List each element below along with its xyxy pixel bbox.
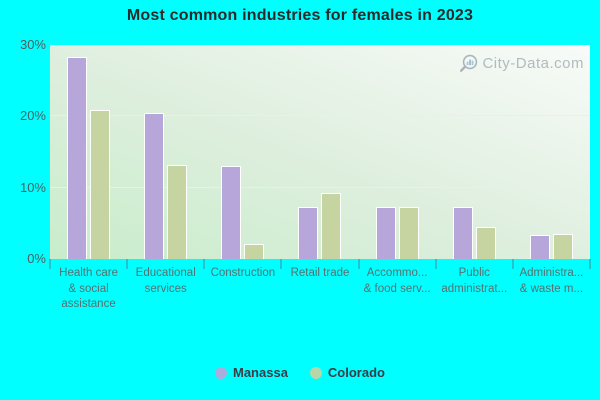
x-axis-label: Retail trade: [290, 267, 350, 279]
x-axis-label: Administra... & waste m...: [519, 267, 584, 295]
x-tick-mark: [589, 259, 591, 269]
bar-colorado: [90, 109, 111, 259]
x-axis-label: Accommo... & food serv...: [363, 267, 431, 295]
bar-manassa: [144, 112, 165, 259]
x-tick-mark: [280, 259, 283, 269]
y-tick-label: 20%: [19, 108, 46, 124]
bar-colorado: [321, 192, 342, 259]
legend-label: Manassa: [233, 365, 288, 380]
legend-swatch-icon: [215, 366, 227, 379]
x-axis-label: Public administrat...: [441, 267, 508, 295]
x-tick-mark: [49, 259, 51, 269]
bar-colorado: [244, 244, 265, 259]
bar-group: [513, 45, 590, 259]
bar-manassa: [375, 206, 396, 259]
x-axis-label: Educational services: [135, 267, 196, 295]
bar-group: [204, 45, 281, 259]
bar-manassa: [221, 166, 242, 259]
x-tick-mark: [203, 259, 206, 269]
x-axis-ticks: [49, 259, 591, 270]
plot-area: City-Data.com: [50, 45, 590, 259]
legend: Manassa Colorado: [0, 365, 600, 380]
chart-title: Most common industries for females in 20…: [126, 7, 474, 24]
bar-manassa: [298, 206, 319, 259]
bar-group: [281, 45, 358, 259]
gridline: [50, 115, 590, 117]
y-tick-label: 10%: [19, 179, 46, 195]
gridlines: [50, 45, 590, 259]
x-axis-labels: Health care & social assistance Educational…: [50, 266, 590, 313]
bar-group: [50, 45, 127, 259]
bar-group: [436, 45, 513, 259]
legend-item-manassa: Manassa: [215, 365, 288, 380]
x-axis-label: Health care & social assistance: [59, 267, 118, 310]
x-tick-mark: [126, 259, 129, 269]
bar-colorado: [552, 234, 573, 259]
bar-colorado: [398, 206, 419, 259]
y-tick-label: 0%: [27, 251, 46, 266]
gridline: [50, 186, 590, 188]
bar-colorado: [475, 226, 496, 259]
bar-manassa: [452, 206, 473, 259]
bar-colorado: [167, 164, 188, 259]
legend-item-colorado: Colorado: [309, 365, 385, 380]
bar-group: [127, 45, 204, 259]
y-tick-label: 30%: [19, 37, 46, 52]
bar-groups: [50, 45, 590, 259]
x-axis-label: Construction: [210, 267, 276, 279]
x-tick-mark: [434, 259, 437, 269]
legend-swatch-icon: [309, 366, 322, 379]
legend-label: Colorado: [327, 365, 385, 380]
bar-group: [359, 45, 436, 259]
x-tick-mark: [357, 259, 360, 269]
bar-manassa: [529, 234, 550, 259]
x-tick-mark: [511, 259, 514, 269]
bar-manassa: [67, 57, 88, 259]
